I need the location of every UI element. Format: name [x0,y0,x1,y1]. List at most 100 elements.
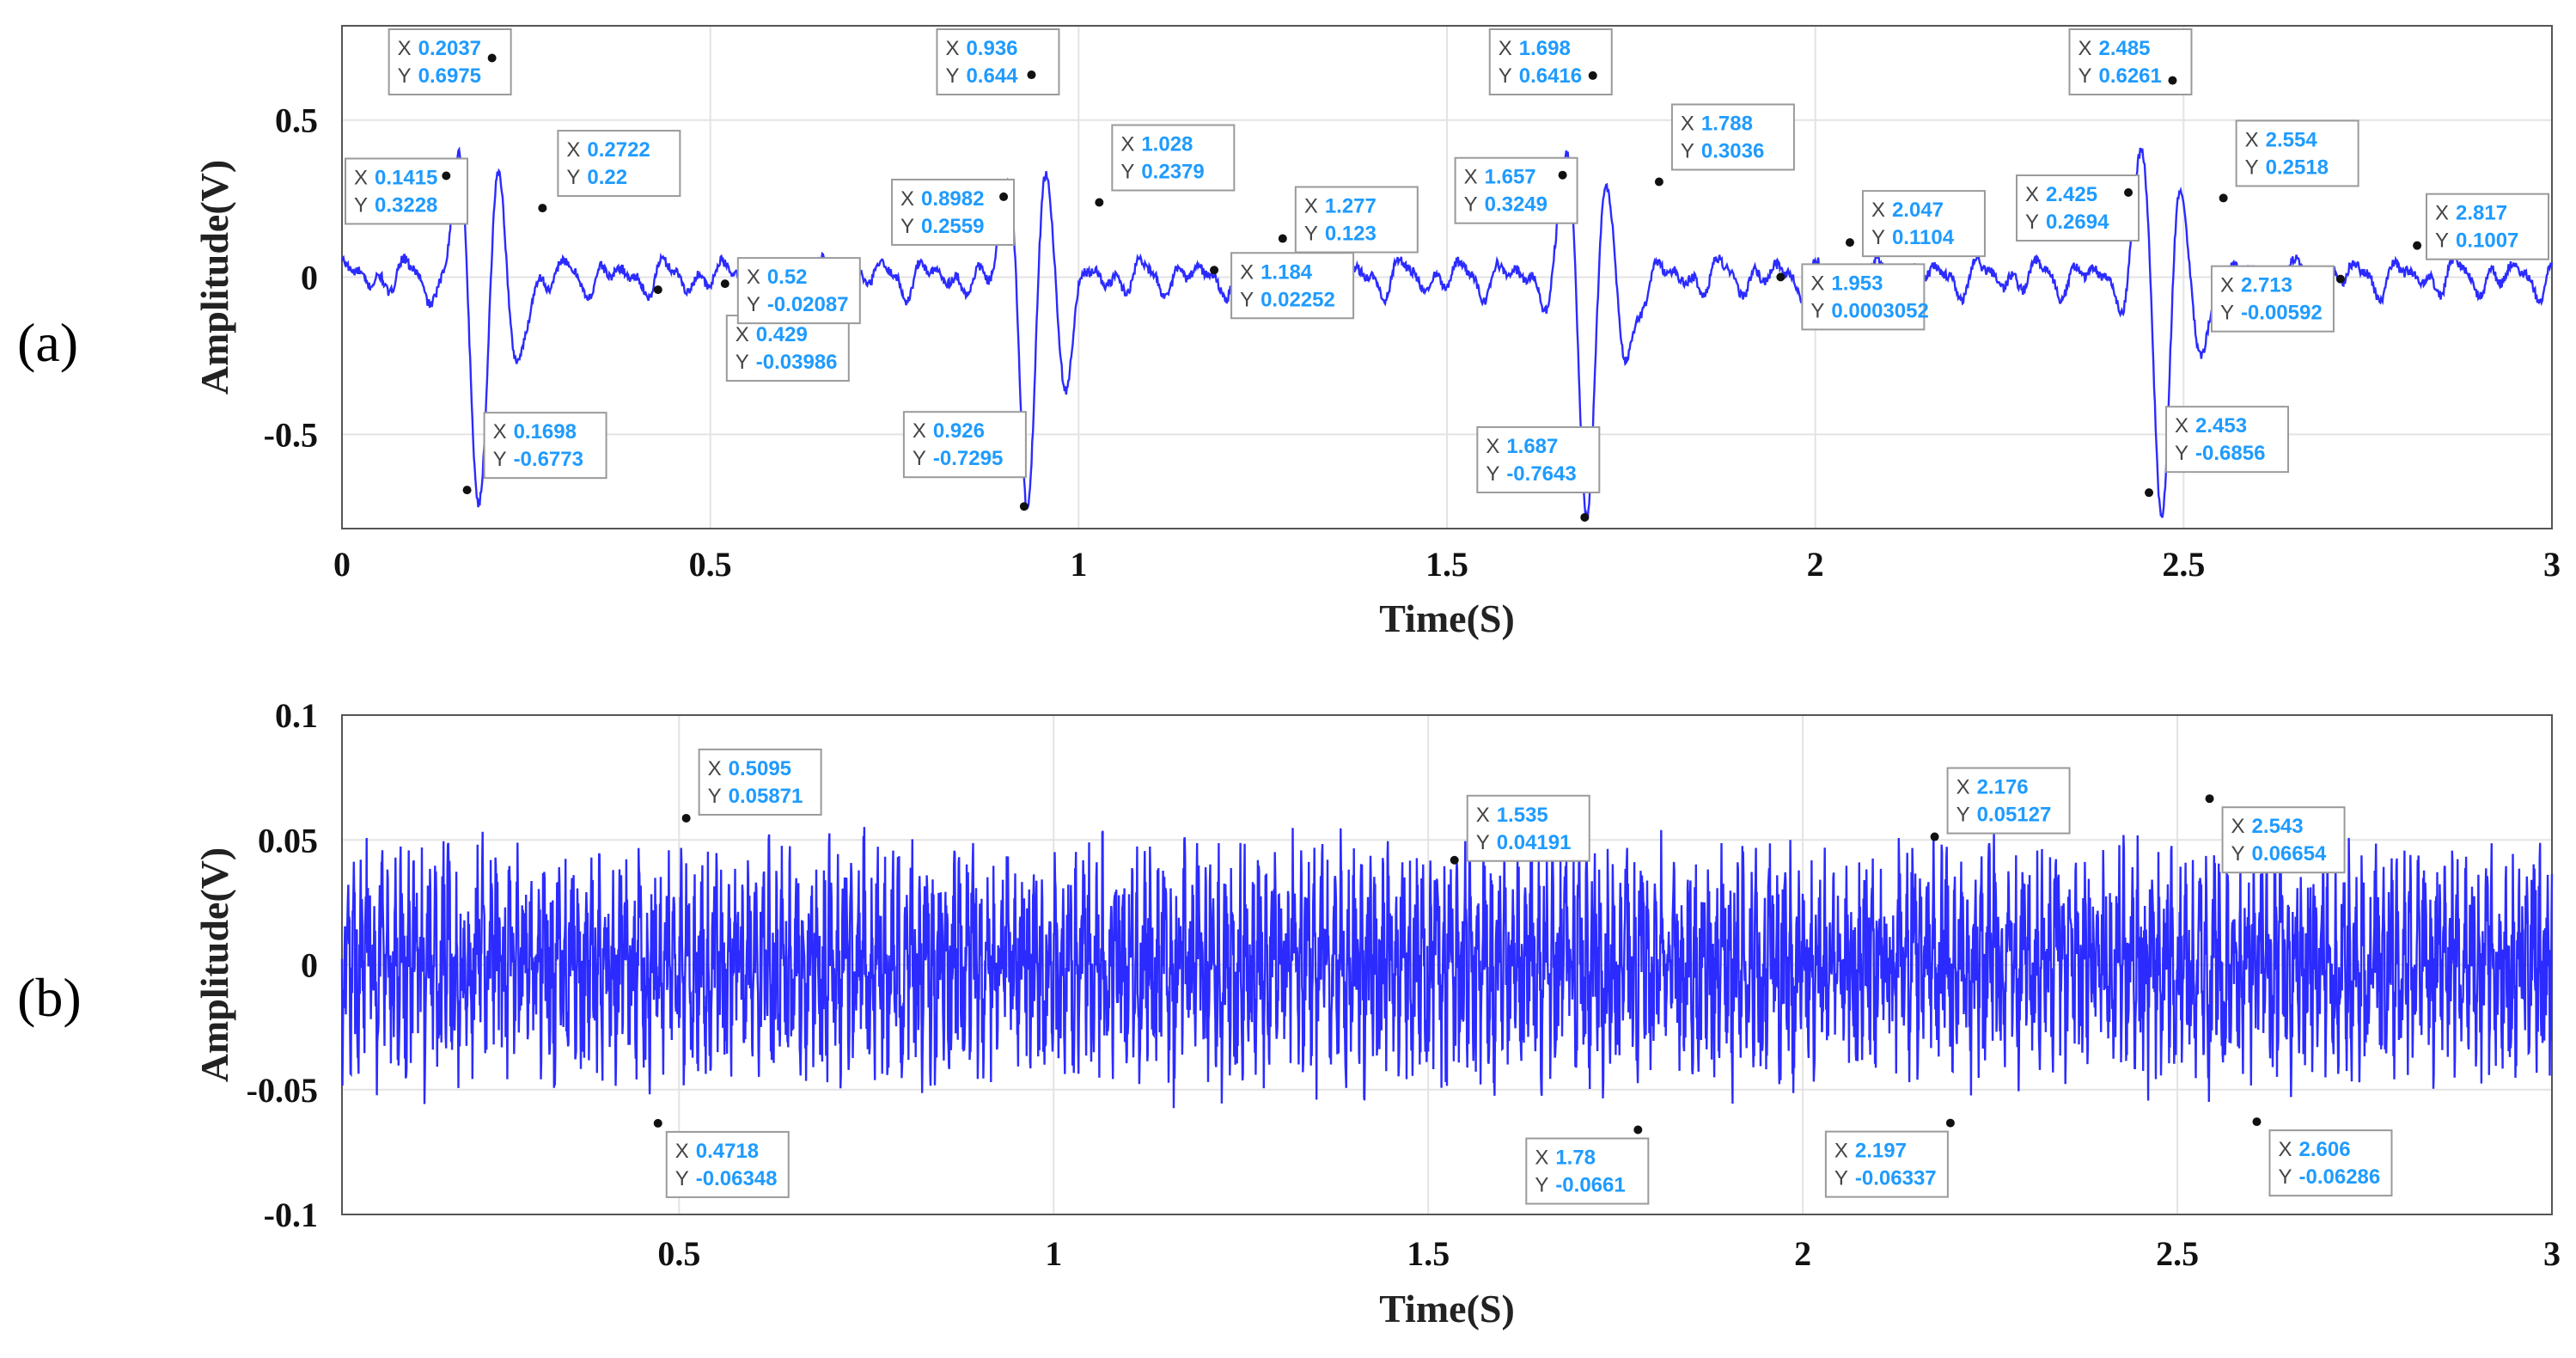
plot-border [341,25,2553,529]
datatip-marker [2168,76,2177,85]
datatip: X 0.8982 Y 0.2559 [891,178,1016,246]
datatip-marker [2335,274,2345,284]
datatip-y-value: -0.06348 [696,1167,778,1190]
datatip-x-value: 0.52 [767,266,808,289]
x-tick-label: 2 [1807,545,1824,584]
datatip: X 2.554 Y 0.2518 [2219,119,2359,203]
datatip-y-key: Y [398,64,412,88]
datatip: X 0.2722 Y 0.22 [538,130,681,213]
datatip: X 2.425 Y 0.2694 [2016,174,2140,242]
datatip-y-value: 0.22 [587,166,627,189]
datatip-box [1488,28,1613,95]
datatip-box [2426,193,2549,260]
x-tick-label: 2.5 [2162,545,2205,584]
x-tick-label: 2 [1794,1234,1811,1273]
datatip-box [936,28,1060,95]
datatip-y-key: Y [1240,288,1254,311]
datatip-y-value: -0.02087 [767,293,849,316]
x-tick-label: 3 [2543,1234,2561,1273]
datatip-box [2268,1129,2393,1197]
datatip-marker [1278,234,1287,243]
datatip-y-key: Y [945,64,959,88]
datatip-y-key: Y [1810,299,1824,322]
datatip: X 0.1415 Y 0.3228 [345,157,468,225]
datatip-box [1476,425,1601,493]
datatip-box [1294,186,1419,254]
datatip: X 1.277 Y 0.123 [1278,186,1419,254]
datatip-y-value: 0.2518 [2266,156,2329,179]
datatip-x-key: X [1535,1147,1548,1170]
datatip-x-value: 1.657 [1485,166,1536,189]
datatip-y-value: -0.6773 [514,448,583,471]
datatip: X 1.184 Y 0.02252 [1210,252,1355,320]
datatip-x-value: 0.1698 [514,420,577,443]
datatip: X 1.78 Y -0.0661 [1525,1125,1650,1205]
datatip-x-value: 1.78 [1555,1147,1596,1170]
y-tick-label: 0.05 [258,821,318,859]
datatip-y-key: Y [2025,211,2039,234]
datatip-x-key: X [2220,274,2234,297]
panel-label: (b) [17,967,82,1028]
signal-trace [340,827,2554,1109]
datatip-x-key: X [708,757,722,780]
datatip-box [2221,806,2346,874]
datatip-y-key: Y [913,447,926,470]
datatip-x-key: X [1834,1140,1848,1163]
datatip-x-value: 1.184 [1261,260,1313,284]
datatip: X 2.453 Y -0.6856 [2145,406,2290,498]
datatip-x-value: 1.788 [1701,112,1753,135]
datatip-marker [1654,177,1663,187]
y-tick-label: 0.5 [275,101,318,140]
datatip-x-value: 1.535 [1497,804,1548,827]
datatip-box [1454,156,1578,224]
datatip-marker [1210,266,1219,275]
datatip-box [698,748,822,816]
datatip-x-value: 2.543 [2252,815,2304,838]
datatip-y-key: Y [1834,1167,1848,1190]
datatip-x-key: X [398,37,412,60]
datatip-y-value: 0.04191 [1497,831,1572,854]
datatip-marker [681,813,691,823]
datatip: X 0.926 Y -0.7295 [902,411,1029,511]
datatip-marker [442,171,451,180]
x-tick-label: 3 [2543,545,2561,584]
datatip-y-value: -0.6856 [2195,442,2265,465]
datatip-box [1111,124,1236,192]
datatip-marker [2145,488,2154,498]
datatip: X 1.953 Y 0.0003052 [1776,263,1929,331]
datatip-x-key: X [2078,37,2091,60]
datatip: X 0.5095 Y 0.05871 [681,748,822,823]
x-tick-label: 0 [333,545,351,584]
datatip-y-key: Y [736,351,749,374]
datatip-box [736,257,861,325]
x-axis-label: Time(S) [1379,1287,1515,1330]
datatip-y-key: Y [2435,229,2449,253]
datatip-x-value: 2.176 [1977,776,2029,799]
x-tick-label: 1 [1045,1234,1062,1273]
datatip-box [1230,252,1355,320]
datatip-x-key: X [2175,414,2188,437]
datatip-y-value: 0.2559 [921,215,984,238]
datatip-x-value: 1.028 [1141,133,1193,156]
x-tick-label: 1.5 [1407,1234,1450,1273]
datatip-box [1670,103,1795,171]
datatip-box [483,412,607,480]
datatip-box [1801,263,1926,331]
datatip-x-key: X [1681,112,1694,135]
datatip-x-key: X [1810,272,1824,295]
datatip-box [1824,1130,1949,1198]
datatip-x-key: X [493,420,507,443]
datatip: X 2.543 Y 0.06654 [2205,794,2346,874]
datatip-x-value: 2.554 [2266,128,2318,151]
datatip-x-value: 0.2722 [587,138,650,162]
datatip-y-key: Y [900,215,914,238]
datatip-marker [1845,238,1854,248]
datatip-marker [487,53,497,63]
datatip-marker [653,285,662,295]
x-tick-label: 2.5 [2156,1234,2199,1273]
y-tick-label: -0.1 [264,1196,318,1234]
datatip-box [891,178,1016,246]
datatip-marker [538,204,547,213]
